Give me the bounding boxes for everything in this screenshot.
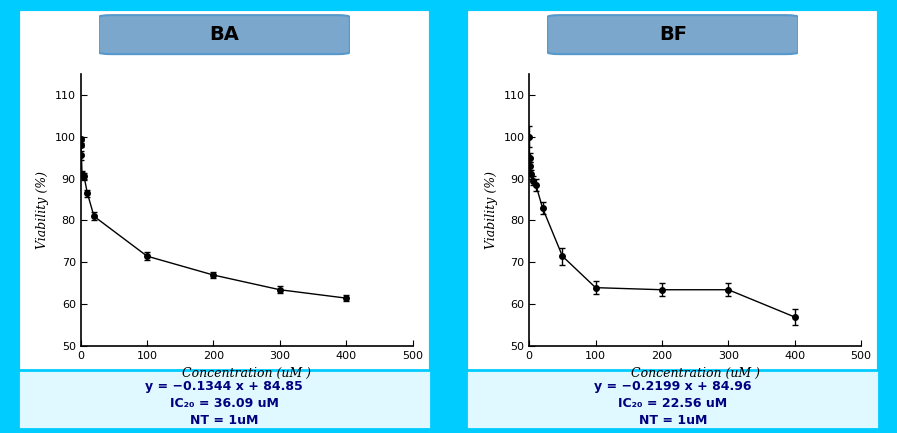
Bar xyxy=(466,370,879,429)
Bar xyxy=(18,370,431,429)
Text: y = −0.2199 x + 84.96: y = −0.2199 x + 84.96 xyxy=(594,380,752,393)
Text: NT = 1uM: NT = 1uM xyxy=(639,414,707,427)
Y-axis label: Viability (%): Viability (%) xyxy=(36,171,49,249)
X-axis label: Concentration (uM ): Concentration (uM ) xyxy=(631,367,760,380)
Y-axis label: Viability (%): Viability (%) xyxy=(484,171,498,249)
Text: NT = 1uM: NT = 1uM xyxy=(190,414,258,427)
Text: BF: BF xyxy=(658,25,687,44)
Text: BA: BA xyxy=(209,25,239,44)
X-axis label: Concentration (uM ): Concentration (uM ) xyxy=(182,367,311,380)
FancyBboxPatch shape xyxy=(547,15,798,54)
Text: IC₂₀ = 22.56 uM: IC₂₀ = 22.56 uM xyxy=(618,397,727,410)
Text: y = −0.1344 x + 84.85: y = −0.1344 x + 84.85 xyxy=(145,380,303,393)
Text: IC₂₀ = 36.09 uM: IC₂₀ = 36.09 uM xyxy=(170,397,279,410)
FancyBboxPatch shape xyxy=(99,15,350,54)
